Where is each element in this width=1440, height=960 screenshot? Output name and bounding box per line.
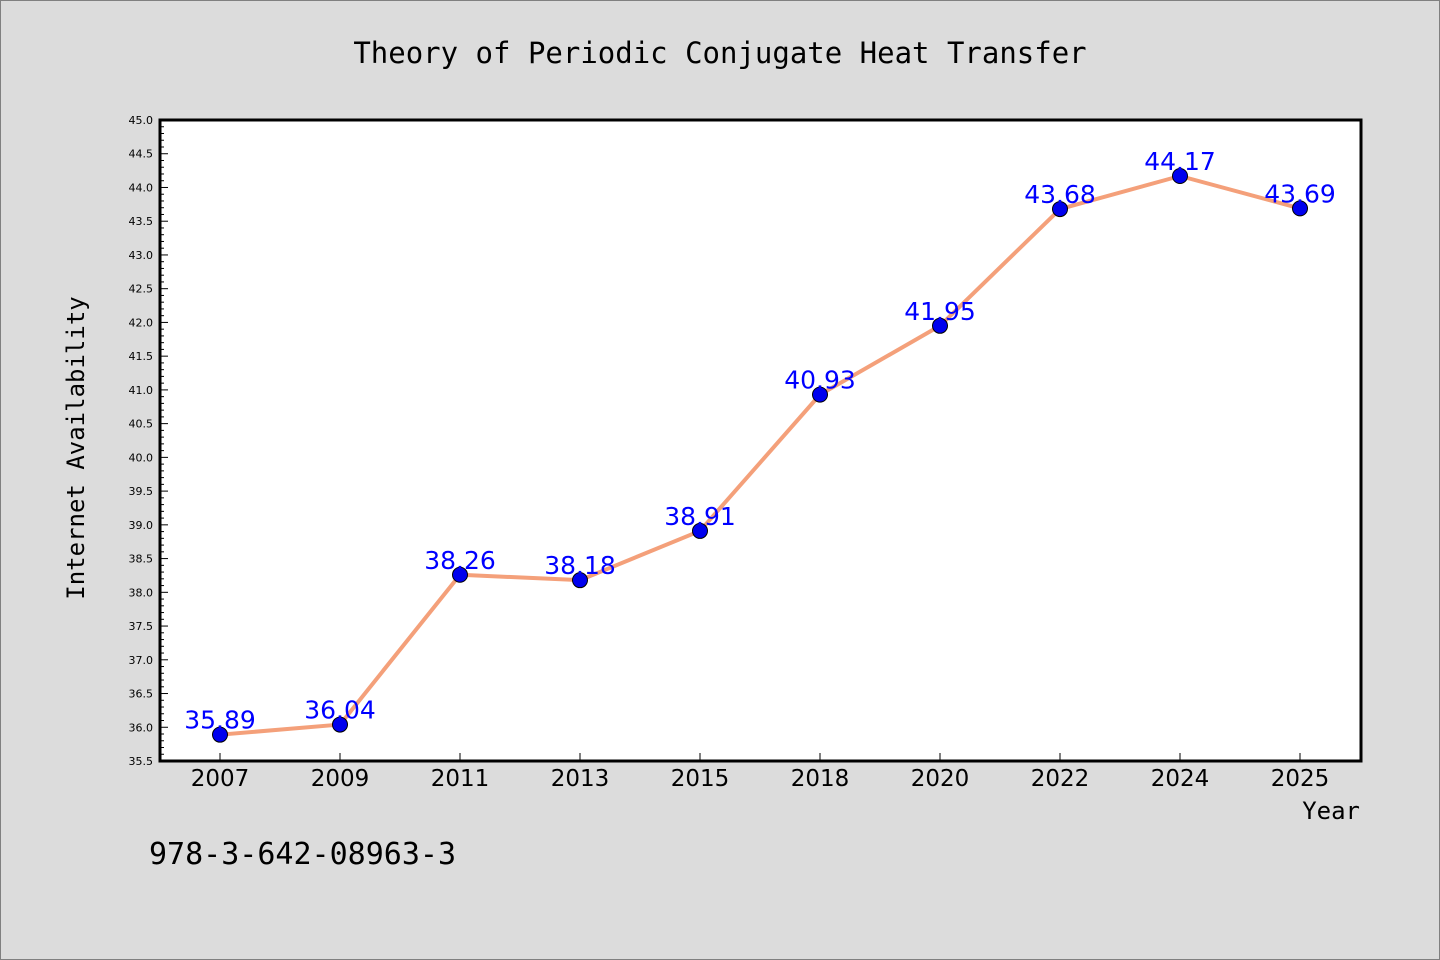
x-tick-label: 2018 <box>791 766 850 792</box>
x-tick-label: 2015 <box>671 766 730 792</box>
data-label: 41.95 <box>904 297 976 326</box>
plot-area <box>158 118 1363 763</box>
y-tick-label: 36.0 <box>129 721 154 734</box>
data-label: 38.91 <box>664 502 736 531</box>
y-tick-label: 43.5 <box>129 215 154 228</box>
data-label: 40.93 <box>784 366 856 395</box>
y-tick-label: 41.5 <box>129 350 154 363</box>
y-tick-label: 43.0 <box>129 249 154 262</box>
y-tick-label: 45.0 <box>129 114 154 127</box>
data-label: 38.18 <box>544 551 616 580</box>
data-point <box>212 726 228 743</box>
y-tick-label: 42.0 <box>129 316 154 329</box>
y-tick-label: 40.5 <box>129 418 154 431</box>
x-tick-label: 2025 <box>1271 766 1330 792</box>
series-group: 35.89 36.04 38.26 38.18 38.91 40.93 41.95 43.68… <box>184 147 1336 743</box>
x-tick-label: 2011 <box>431 766 490 792</box>
x-tick-label: 2024 <box>1151 766 1210 792</box>
data-label: 43.69 <box>1264 179 1336 208</box>
y-tick-label: 41.0 <box>129 384 154 397</box>
y-axis-label: Internet Availability <box>62 296 90 599</box>
data-label: 36.04 <box>304 696 376 725</box>
data-label: 43.68 <box>1024 180 1096 209</box>
data-label: 44.17 <box>1144 147 1216 176</box>
data-point <box>932 317 948 334</box>
data-point <box>812 386 828 403</box>
data-point <box>452 566 468 583</box>
isbn-footer: 978-3-642-08963-3 <box>149 837 456 872</box>
y-tick-label: 38.0 <box>129 586 154 599</box>
data-point <box>572 572 588 589</box>
y-tick-label: 39.0 <box>129 519 154 532</box>
y-tick-label: 39.5 <box>129 485 154 498</box>
y-tick-label: 36.5 <box>129 688 154 701</box>
data-label: 35.89 <box>184 706 256 735</box>
data-point <box>692 522 708 539</box>
x-tick-label: 2009 <box>311 766 370 792</box>
chart-title: Theory of Periodic Conjugate Heat Transf… <box>353 36 1086 70</box>
data-point <box>1172 168 1188 185</box>
y-tick-label: 37.0 <box>129 654 154 667</box>
y-tick-label: 37.5 <box>129 620 154 633</box>
y-tick-label: 35.5 <box>129 755 154 768</box>
data-point <box>1292 200 1308 217</box>
data-point <box>332 716 348 733</box>
y-tick-label: 44.0 <box>129 181 154 194</box>
x-tick-label: 2007 <box>191 766 250 792</box>
x-tick-label: 2013 <box>551 766 610 792</box>
data-label: 38.26 <box>424 546 496 575</box>
y-axis-ticks: 35.5 36.0 36.5 37.0 37.5 38.0 38.5 39.0 39.5 40.0… <box>129 114 168 768</box>
y-tick-label: 38.5 <box>129 553 154 566</box>
x-tick-label: 2020 <box>911 766 970 792</box>
y-tick-label: 40.0 <box>129 451 154 464</box>
y-tick-label: 42.5 <box>129 283 154 296</box>
y-tick-label: 44.5 <box>129 148 154 161</box>
x-axis-ticks: 2007 2009 2011 2013 2015 2018 2020 2022 2024 2025 <box>191 753 1330 792</box>
x-axis-label: Year <box>1302 797 1360 825</box>
data-point <box>1052 201 1068 218</box>
series-line <box>219 174 1301 737</box>
x-tick-label: 2022 <box>1031 766 1090 792</box>
